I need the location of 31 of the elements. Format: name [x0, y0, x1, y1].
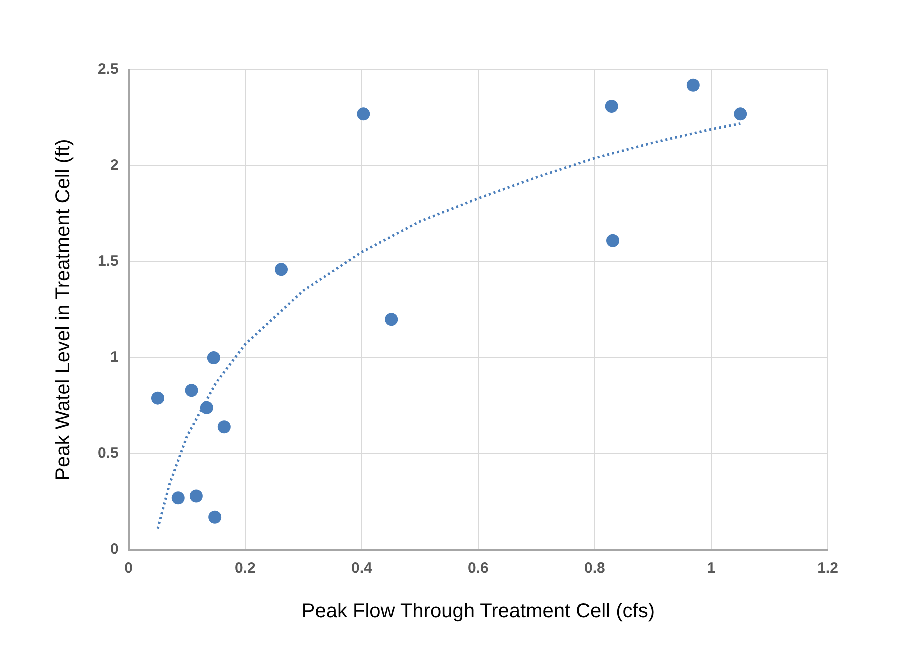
x-tick-label: 0.8 — [584, 560, 606, 578]
point — [686, 78, 700, 92]
y-tick-label: 1.5 — [98, 253, 119, 270]
point — [200, 401, 214, 414]
y-tick-label: 2 — [110, 157, 119, 174]
x-tick-label: 1.2 — [818, 560, 838, 578]
x-tick-label: 1 — [707, 560, 716, 578]
point — [185, 384, 198, 398]
point — [190, 490, 203, 503]
point — [275, 263, 288, 276]
y-tick-label: 2.5 — [98, 61, 119, 78]
x-axis-title: Peak Flow Through Treatment Cell (cfs) — [302, 600, 655, 623]
point — [207, 352, 220, 364]
point — [151, 392, 164, 405]
y-tick-label: 1 — [110, 349, 119, 366]
point — [357, 108, 370, 121]
point — [172, 492, 185, 505]
x-tick-label: 0 — [124, 560, 134, 578]
point — [218, 420, 231, 434]
x-tick-label: 0.4 — [351, 560, 373, 578]
y-tick-label: 0.5 — [98, 445, 119, 462]
point — [734, 108, 748, 121]
y-axis-title: Peak Watel Level in Treatment Cell (ft) — [52, 139, 75, 481]
point — [605, 100, 618, 113]
y-tick-label: 0 — [110, 541, 119, 558]
point — [385, 313, 398, 326]
x-tick-label: 0.6 — [468, 560, 489, 578]
point — [606, 234, 620, 248]
point — [208, 510, 222, 524]
line-series — [156, 122, 742, 530]
x-tick-label: 0.2 — [234, 560, 256, 578]
